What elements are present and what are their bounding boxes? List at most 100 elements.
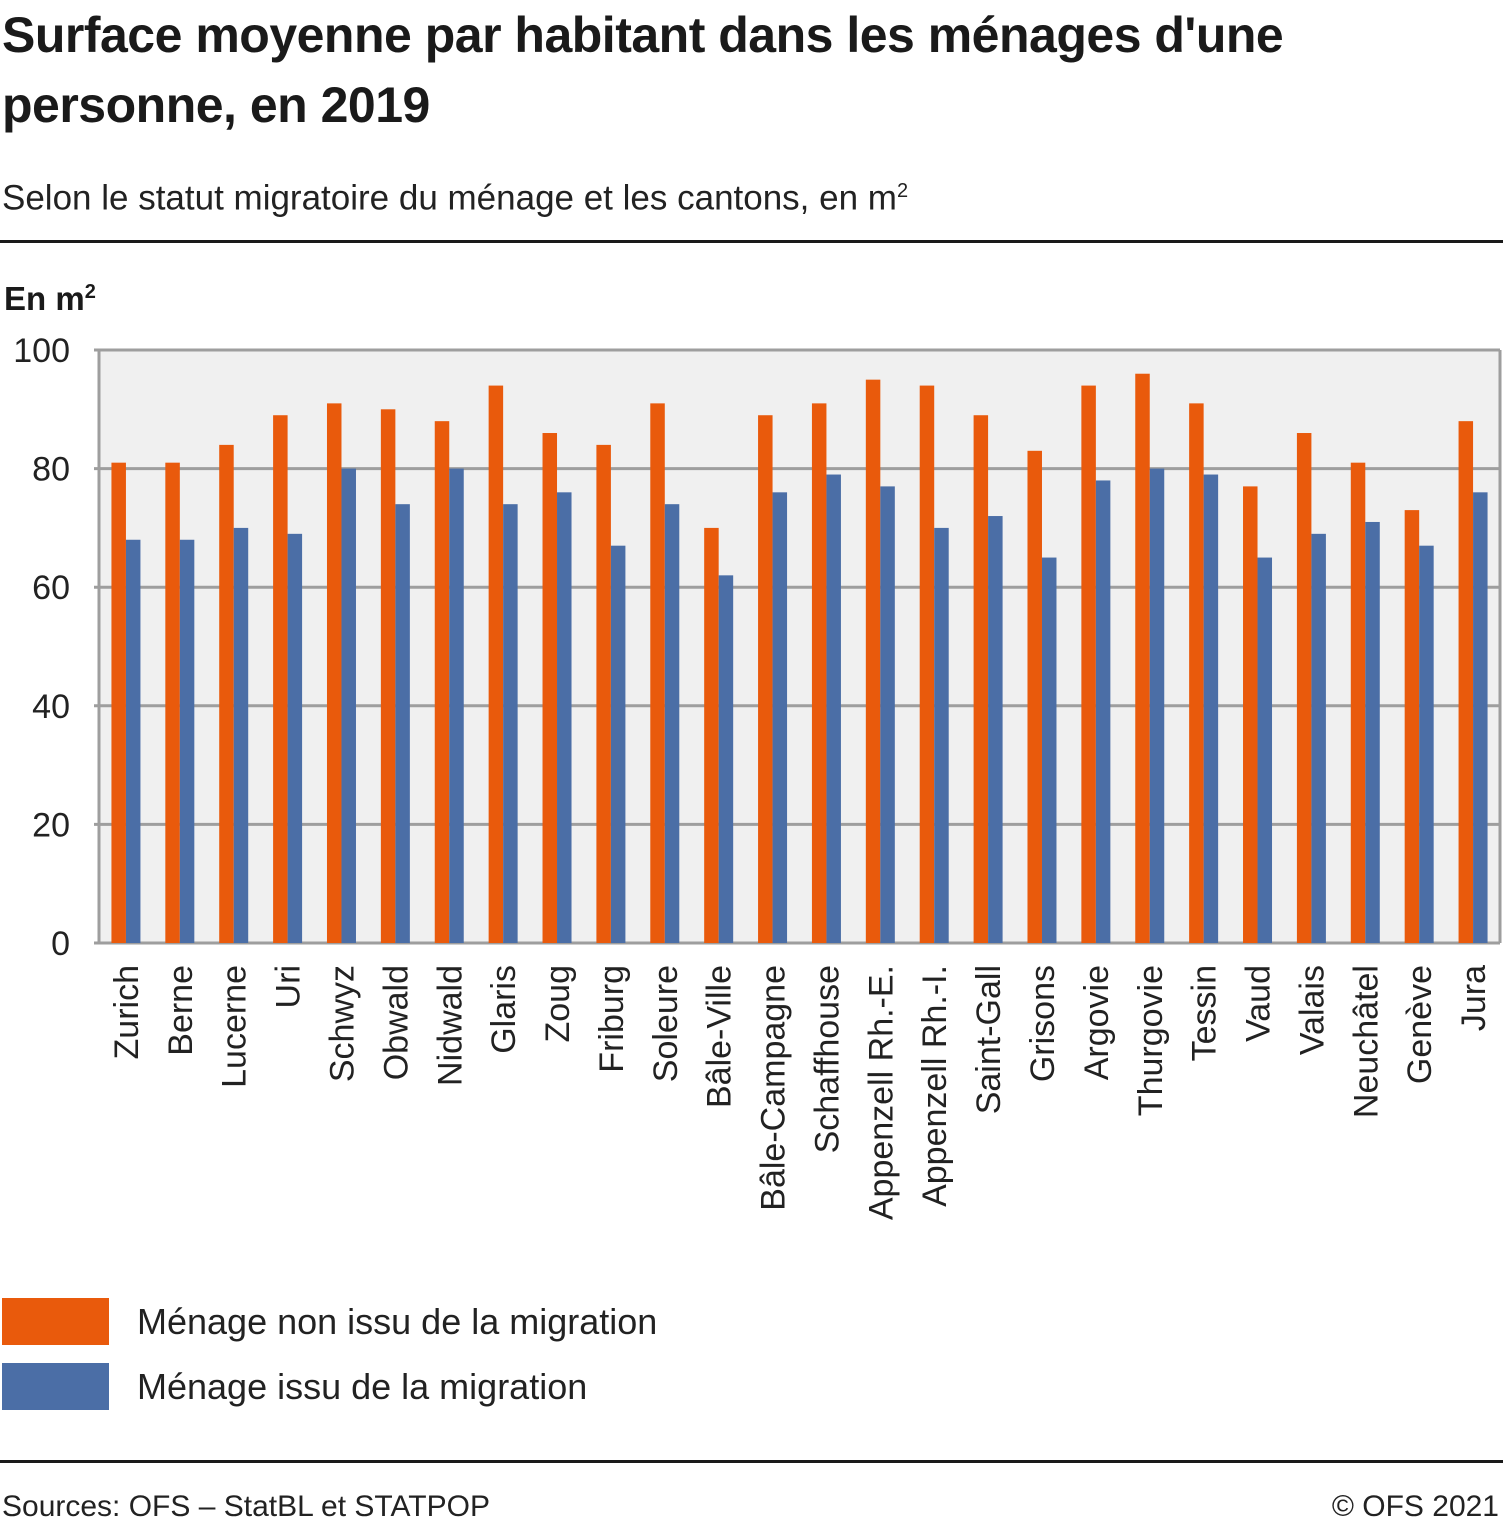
bar-migration <box>934 527 949 943</box>
bar-non-migration <box>434 421 450 943</box>
bar-migration <box>988 516 1003 943</box>
subtitle-superscript: 2 <box>896 180 909 202</box>
top-divider <box>0 240 1503 243</box>
x-tick-label: Genève <box>1401 965 1439 1084</box>
bar-migration <box>179 539 195 943</box>
y-axis-unit-label: En m2 <box>4 270 96 321</box>
x-tick-label: Zoug <box>539 965 577 1043</box>
bar-migration <box>1473 492 1488 943</box>
bar-migration <box>1257 557 1273 943</box>
bar-non-migration <box>1350 462 1366 943</box>
subtitle-text: Selon le statut migratoire du ménage et … <box>2 178 897 218</box>
bar-non-migration <box>1027 450 1042 943</box>
legend-label: Ménage issu de la migration <box>137 1366 588 1407</box>
x-tick-label: Jura <box>1455 965 1493 1031</box>
bar-non-migration <box>488 385 504 943</box>
bar-migration <box>664 504 680 943</box>
bar-non-migration <box>596 444 611 943</box>
x-tick-label: Bâle-Ville <box>701 965 739 1108</box>
bar-non-migration <box>811 403 827 943</box>
y-tick-label: 20 <box>32 806 70 844</box>
bar-non-migration <box>650 403 665 943</box>
x-tick-label: Bâle-Campagne <box>755 965 793 1211</box>
bar-migration <box>1041 557 1057 943</box>
bar-migration <box>1095 480 1111 943</box>
bottom-divider <box>0 1460 1503 1463</box>
x-tick-label: Appenzell Rh.-I. <box>916 965 954 1207</box>
bar-migration <box>610 545 626 943</box>
x-tick-label: Glaris <box>485 965 523 1054</box>
bar-non-migration <box>111 462 126 943</box>
bar-migration <box>1203 474 1219 943</box>
x-tick-label: Nidwald <box>431 965 469 1086</box>
bar-migration <box>1311 533 1326 943</box>
bar-non-migration <box>165 462 180 943</box>
copyright-note: © OFS 2021 <box>1331 1490 1499 1523</box>
bar-migration <box>880 486 895 943</box>
x-tick-label: Schaffhouse <box>808 965 846 1153</box>
bar-migration <box>341 468 356 943</box>
bar-non-migration <box>1243 486 1258 943</box>
x-tick-label: Vaud <box>1240 965 1278 1042</box>
x-tick-label: Appenzell Rh.-E. <box>862 965 900 1220</box>
unit-superscript: 2 <box>84 281 96 303</box>
bar-non-migration <box>1081 385 1096 943</box>
legend-swatch-orange <box>2 1298 109 1345</box>
bar-migration <box>772 492 788 943</box>
x-tick-label: Schwyz <box>323 965 361 1082</box>
bar-non-migration <box>758 415 773 944</box>
bar-non-migration <box>1296 433 1312 943</box>
bar-migration <box>287 533 303 943</box>
x-tick-label: Uri <box>270 965 308 1008</box>
bar-non-migration <box>326 403 342 943</box>
y-tick-label: 40 <box>32 688 70 726</box>
bar-migration <box>557 492 572 943</box>
legend-item-migration: Ménage issu de la migration <box>2 1363 587 1410</box>
bar-non-migration <box>919 385 935 943</box>
bar-migration <box>718 575 734 943</box>
x-tick-label: Saint-Gall <box>970 965 1008 1114</box>
y-tick-label: 100 <box>13 332 70 370</box>
bar-non-migration <box>380 409 396 943</box>
bar-non-migration <box>865 379 881 943</box>
unit-text: En m <box>4 280 85 317</box>
bar-migration <box>395 504 410 943</box>
bar-migration <box>503 504 518 943</box>
y-tick-label: 0 <box>51 925 70 963</box>
bar-migration <box>826 474 841 943</box>
bar-non-migration <box>219 444 234 943</box>
bar-migration <box>449 468 464 943</box>
y-tick-label: 80 <box>32 451 70 489</box>
bar-non-migration <box>1189 403 1204 943</box>
legend-swatch-blue <box>2 1363 109 1410</box>
bar-migration <box>1149 468 1165 943</box>
x-tick-label: Zurich <box>108 965 146 1059</box>
legend-label: Ménage non issu de la migration <box>137 1301 658 1342</box>
bar-non-migration <box>1458 421 1474 943</box>
bar-non-migration <box>1404 510 1420 943</box>
x-tick-label: Valais <box>1293 965 1331 1055</box>
x-tick-label: Lucerne <box>216 965 254 1088</box>
source-note: Sources: OFS – StatBL et STATPOP <box>2 1490 490 1523</box>
bar-migration <box>125 539 141 943</box>
x-tick-label: Neuchâtel <box>1347 965 1385 1118</box>
x-tick-label: Thurgovie <box>1132 965 1170 1116</box>
x-tick-label: Soleure <box>647 965 685 1082</box>
plot-area <box>99 350 1500 943</box>
x-tick-label: Grisons <box>1024 965 1062 1082</box>
chart-subtitle: Selon le statut migratoire du ménage et … <box>2 166 908 224</box>
bar-non-migration <box>1135 373 1150 944</box>
bar-migration <box>1419 545 1434 943</box>
bar-non-migration <box>704 527 719 943</box>
y-tick-label: 60 <box>32 569 70 607</box>
bar-non-migration <box>273 415 288 944</box>
bar-migration <box>1365 521 1380 943</box>
bar-non-migration <box>973 415 989 944</box>
x-tick-label: Friburg <box>593 965 631 1073</box>
legend-item-non-migration: Ménage non issu de la migration <box>2 1298 657 1345</box>
x-tick-label: Obwald <box>377 965 415 1080</box>
bar-non-migration <box>542 433 558 943</box>
chart-title: Surface moyenne par habitant dans les mé… <box>2 7 1284 133</box>
x-tick-label: Argovie <box>1078 965 1116 1080</box>
bar-migration <box>233 527 249 943</box>
